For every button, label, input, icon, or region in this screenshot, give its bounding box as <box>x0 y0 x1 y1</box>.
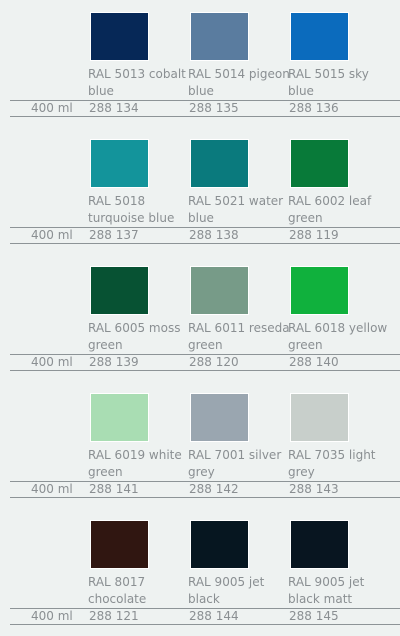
article-code: 288 138 <box>189 228 239 242</box>
color-name: RAL 5015 sky blue <box>288 66 388 100</box>
color-name-line: RAL 8017 <box>88 575 146 589</box>
article-code: 288 139 <box>89 355 139 369</box>
row-divider-top <box>10 481 400 482</box>
color-name-line: RAL 7001 silver <box>188 448 282 462</box>
color-name: RAL 7035 light grey <box>288 447 388 481</box>
color-name: RAL 6005 moss green <box>88 320 188 354</box>
color-group: RAL 5013 cobalt blue 288 134 RAL 5014 pigeo… <box>0 12 400 128</box>
size-label: 400 ml <box>31 101 73 115</box>
color-name: RAL 5013 cobalt blue <box>88 66 188 100</box>
color-group: RAL 5018 turquoise blue 288 137 RAL 5021 wa… <box>0 139 400 255</box>
article-code: 288 136 <box>289 101 339 115</box>
row-divider-top <box>10 100 400 101</box>
color-swatch <box>190 520 249 569</box>
color-name-line: green <box>288 338 323 352</box>
color-name: RAL 6002 leaf green <box>288 193 388 227</box>
color-swatch <box>190 266 249 315</box>
color-name-line: grey <box>288 465 315 479</box>
color-name-line: blue <box>288 84 314 98</box>
color-name-line: RAL 9005 jet <box>288 575 365 589</box>
article-code: 288 141 <box>89 482 139 496</box>
row-divider-bottom <box>10 116 400 117</box>
color-swatch <box>190 139 249 188</box>
article-code: 288 140 <box>289 355 339 369</box>
color-name-line: grey <box>188 465 215 479</box>
article-code: 288 142 <box>189 482 239 496</box>
color-name-line: chocolate <box>88 592 147 606</box>
color-name: RAL 7001 silver grey <box>188 447 288 481</box>
color-name-line: blue <box>188 211 214 225</box>
color-name: RAL 6019 white green <box>88 447 188 481</box>
color-name-line: RAL 5021 water <box>188 194 284 208</box>
size-label: 400 ml <box>31 228 73 242</box>
article-code: 288 135 <box>189 101 239 115</box>
color-swatch <box>90 12 149 61</box>
color-swatch <box>290 12 349 61</box>
article-code: 288 144 <box>189 609 239 623</box>
color-name-line: turquoise blue <box>88 211 175 225</box>
size-label: 400 ml <box>31 482 73 496</box>
color-name-line: RAL 7035 light <box>288 448 376 462</box>
color-swatch <box>190 12 249 61</box>
article-code: 288 145 <box>289 609 339 623</box>
color-swatch <box>290 139 349 188</box>
color-name-line: RAL 5015 sky <box>288 67 369 81</box>
color-name: RAL 5014 pigeon blue <box>188 66 290 100</box>
color-name-line: RAL 6019 white <box>88 448 182 462</box>
color-name: RAL 8017 chocolate <box>88 574 188 608</box>
color-name-line: green <box>188 338 223 352</box>
color-name-line: green <box>88 465 123 479</box>
color-name-line: green <box>288 211 323 225</box>
color-name-line: RAL 9005 jet <box>188 575 265 589</box>
color-name-line: RAL 6011 reseda <box>188 321 290 335</box>
article-code: 288 137 <box>89 228 139 242</box>
size-label: 400 ml <box>31 355 73 369</box>
color-group: RAL 6005 moss green 288 139 RAL 6011 reseda… <box>0 266 400 382</box>
color-name-line: RAL 5013 cobalt <box>88 67 186 81</box>
article-code: 288 121 <box>89 609 139 623</box>
color-name-line: black <box>188 592 220 606</box>
color-name-line: RAL 6018 yellow <box>288 321 388 335</box>
color-swatch <box>290 393 349 442</box>
row-divider-top <box>10 354 400 355</box>
color-name: RAL 9005 jet black <box>188 574 288 608</box>
color-swatch <box>90 139 149 188</box>
row-divider-bottom <box>10 624 400 625</box>
row-divider-bottom <box>10 243 400 244</box>
row-divider-top <box>10 227 400 228</box>
color-name-line: RAL 6002 leaf <box>288 194 372 208</box>
color-name: RAL 5018 turquoise blue <box>88 193 188 227</box>
color-name: RAL 9005 jet black matt <box>288 574 388 608</box>
article-code: 288 119 <box>289 228 339 242</box>
row-divider-bottom <box>10 497 400 498</box>
color-name: RAL 5021 water blue <box>188 193 288 227</box>
article-code: 288 134 <box>89 101 139 115</box>
color-swatch <box>290 520 349 569</box>
color-swatch <box>90 266 149 315</box>
color-name-line: blue <box>88 84 114 98</box>
article-code: 288 143 <box>289 482 339 496</box>
row-divider-bottom <box>10 370 400 371</box>
color-swatch <box>290 266 349 315</box>
color-name-line: black matt <box>288 592 353 606</box>
color-name: RAL 6011 reseda green <box>188 320 290 354</box>
color-name-line: RAL 5014 pigeon <box>188 67 290 81</box>
color-swatch <box>190 393 249 442</box>
color-name-line: green <box>88 338 123 352</box>
size-label: 400 ml <box>31 609 73 623</box>
row-divider-top <box>10 608 400 609</box>
color-swatch <box>90 393 149 442</box>
color-name-line: RAL 5018 <box>88 194 146 208</box>
color-name: RAL 6018 yellow green <box>288 320 388 354</box>
color-name-line: RAL 6005 moss <box>88 321 181 335</box>
color-group: RAL 6019 white green 288 141 RAL 7001 silve… <box>0 393 400 509</box>
article-code: 288 120 <box>189 355 239 369</box>
color-swatch <box>90 520 149 569</box>
color-group: RAL 8017 chocolate 288 121 RAL 9005 jet blac… <box>0 520 400 636</box>
color-name-line: blue <box>188 84 214 98</box>
